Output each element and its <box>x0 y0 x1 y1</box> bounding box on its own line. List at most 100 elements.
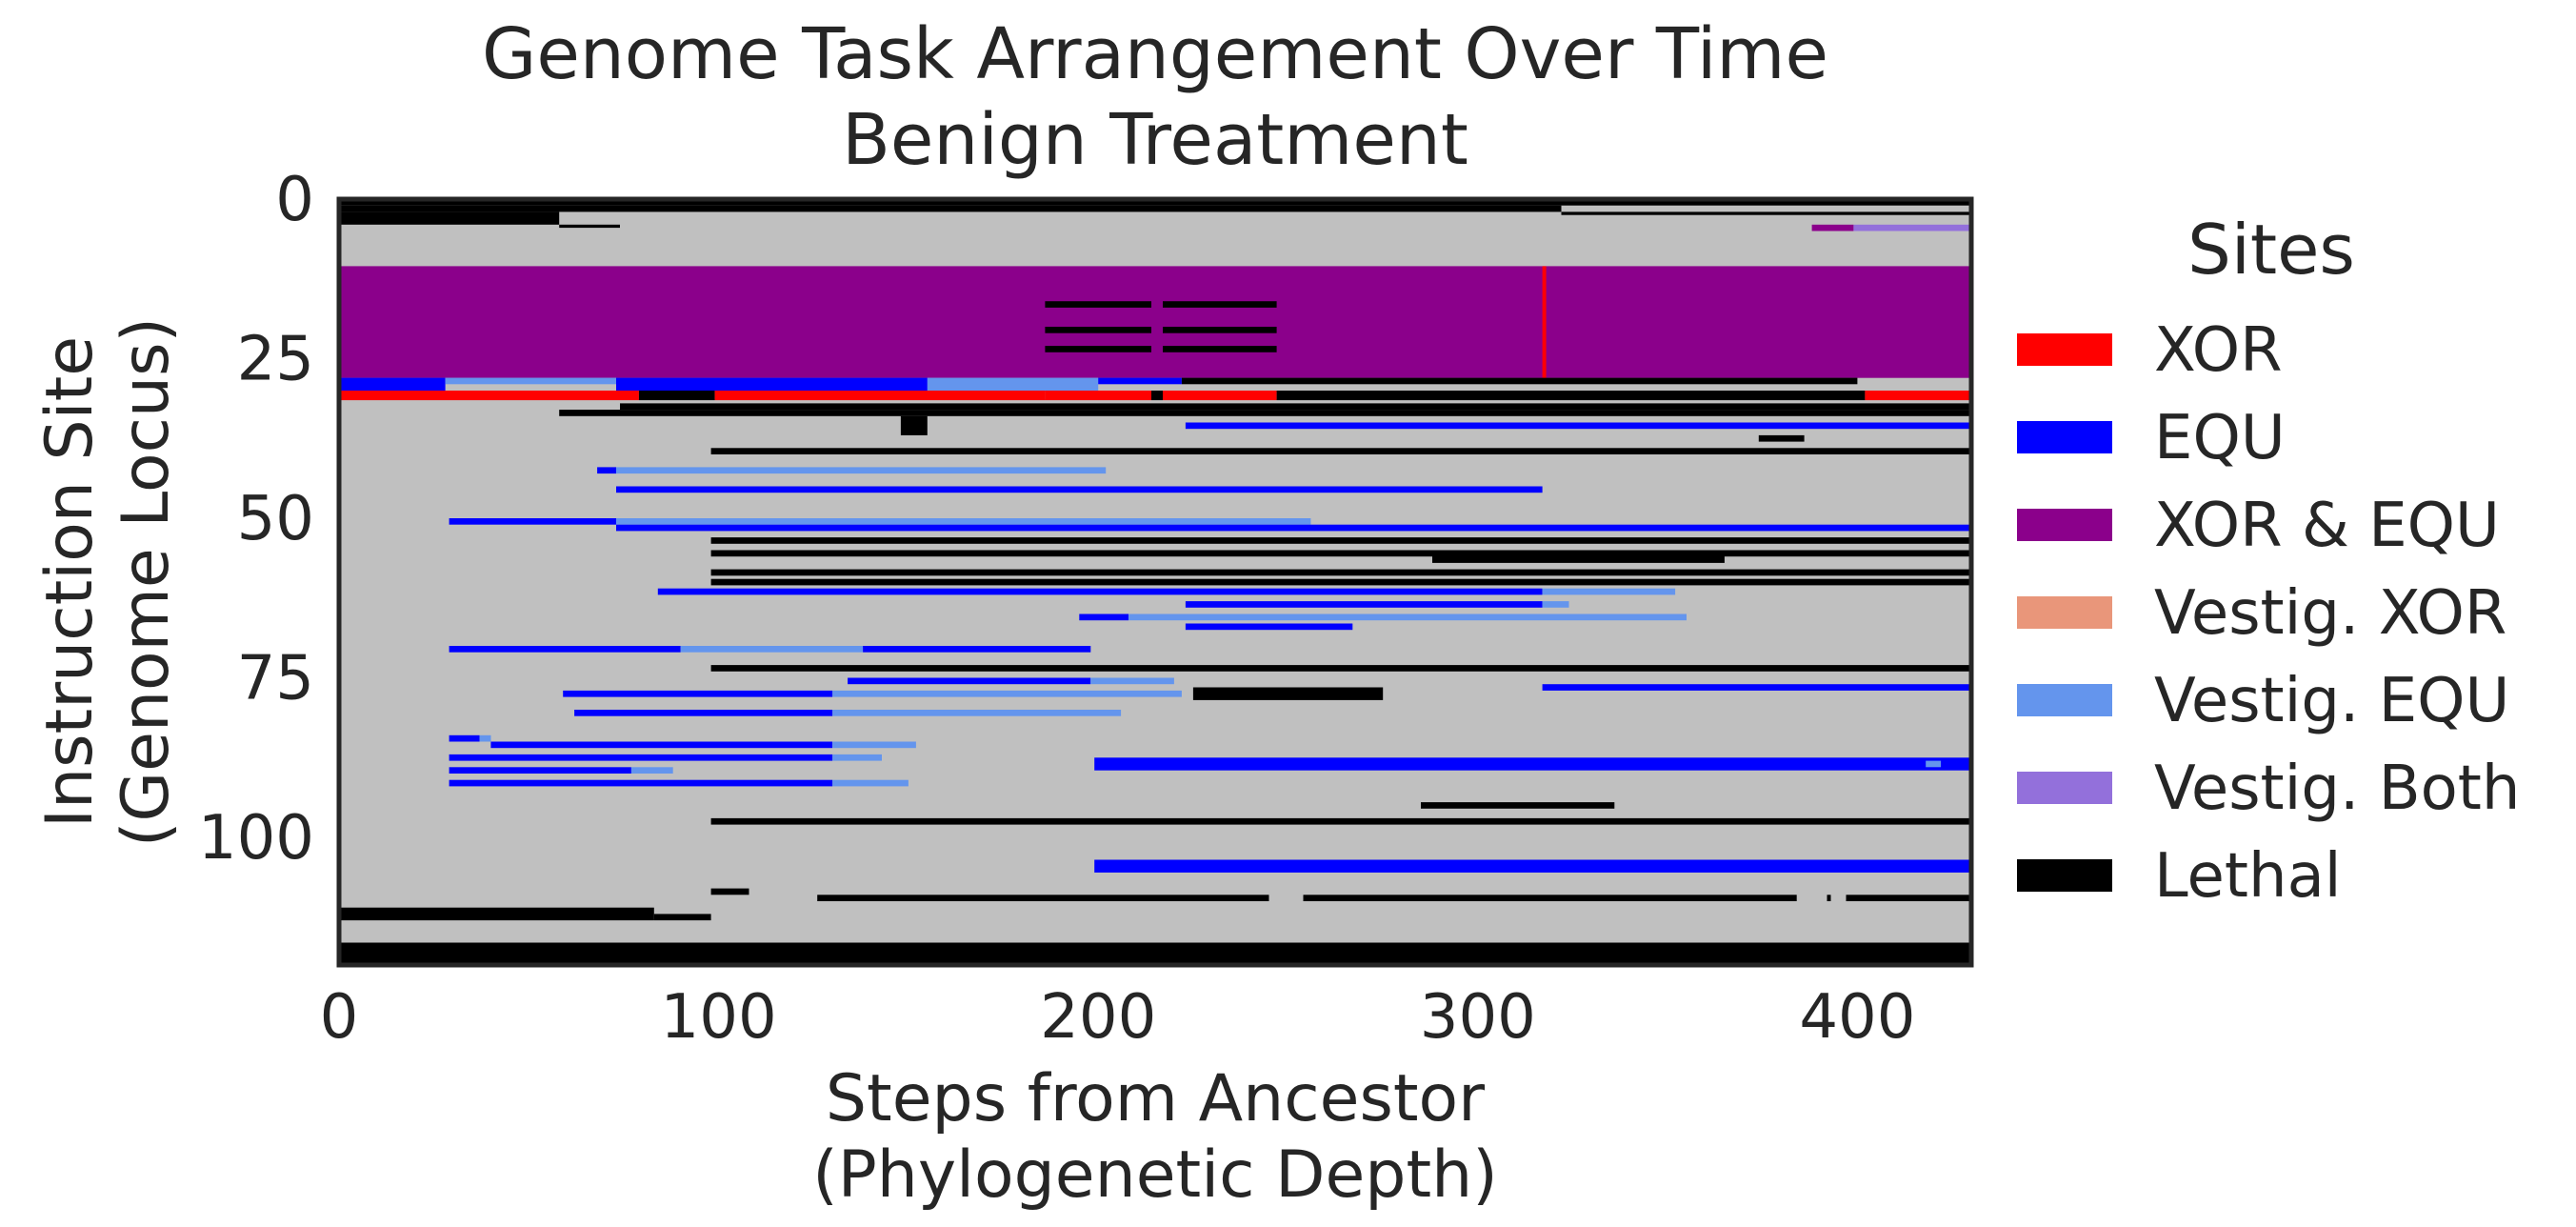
x-tick-label-200: 200 <box>1040 982 1156 1053</box>
segment-equ-53 <box>449 646 681 653</box>
x-tick-label-400: 400 <box>1799 982 1915 1053</box>
chart-title-line2: Benign Treatment <box>842 99 1468 181</box>
x-axis-label-line1: Steps from Ancestor <box>826 1061 1485 1136</box>
legend-swatch-vxor <box>2017 596 2112 629</box>
segment-vequ-64 <box>832 710 1122 716</box>
legend-label-both: XOR & EQU <box>2154 491 2500 561</box>
segment-lethal-10 <box>1045 327 1151 333</box>
segment-lethal-85 <box>339 907 654 921</box>
segment-lethal-82 <box>1303 895 1797 901</box>
segment-lethal-29 <box>620 403 1971 411</box>
segment-xor-28 <box>1865 391 1971 401</box>
legend-swatch-both <box>2017 509 2112 541</box>
segment-lethal-80 <box>710 888 749 895</box>
segment-vequ-74 <box>630 767 673 774</box>
segment-lethal-13 <box>1163 346 1277 352</box>
segment-equ-46 <box>657 588 1543 595</box>
segment-lethal-11 <box>1163 327 1277 333</box>
plot-area <box>336 196 1974 968</box>
segment-lethal-43 <box>1432 550 1725 563</box>
segment-equ-52 <box>1185 623 1353 631</box>
segment-vequ-70 <box>832 754 882 761</box>
segment-equ-71 <box>1094 757 1971 771</box>
segment-lethal-9 <box>1163 301 1277 308</box>
legend-swatch-equ <box>2017 421 2112 453</box>
segment-equ-32 <box>1185 422 1971 430</box>
segment-lethal-42 <box>710 550 1971 557</box>
segment-lethal-8 <box>1045 301 1151 308</box>
segment-vequ-18 <box>927 377 1099 391</box>
segment-lethal-2 <box>339 211 560 225</box>
segment-equ-60 <box>563 690 833 697</box>
y-tick-label-0: 0 <box>275 165 314 235</box>
y-tick-label-100: 100 <box>198 803 314 874</box>
segment-equ-40 <box>616 524 1971 532</box>
segment-lethal-31 <box>900 415 928 435</box>
segment-vequ-58 <box>1090 677 1174 685</box>
chart-title-line1: Genome Task Arrangement Over Time <box>482 13 1828 95</box>
segment-lethal-1 <box>339 205 1562 212</box>
segment-lethal-30 <box>559 410 1972 416</box>
segment-lethal-44 <box>710 569 1971 576</box>
segment-xor-26 <box>1163 391 1277 401</box>
segment-equ-48 <box>1185 601 1543 608</box>
segment-equ-57 <box>848 677 1091 685</box>
segment-equ-19 <box>1098 377 1182 385</box>
segment-xor-14 <box>1542 266 1547 378</box>
segment-lethal-62 <box>1192 687 1384 700</box>
segment-xor-23 <box>714 391 1046 401</box>
segment-vequ-66 <box>479 734 491 742</box>
segment-vequ-68 <box>832 741 916 749</box>
segment-lethal-3 <box>1561 211 1971 215</box>
segment-equ-67 <box>490 741 833 749</box>
segment-lethal-0 <box>339 199 1971 206</box>
segment-equ-37 <box>616 486 1543 493</box>
segment-equ-63 <box>574 710 833 716</box>
legend-items: XOR EQU XOR & EQU Vestig. XOR Vestig. EQU Ves… <box>2017 315 2520 912</box>
x-tick-label-100: 100 <box>661 982 777 1053</box>
x-tick-label-300: 300 <box>1420 982 1536 1053</box>
legend-label-vequ: Vestig. EQU <box>2154 666 2509 736</box>
legend-swatch-lethal <box>2017 859 2112 892</box>
segment-vequ-36 <box>616 467 1107 474</box>
segment-lethal-4 <box>559 224 620 229</box>
legend-label-lethal: Lethal <box>2154 841 2342 912</box>
segment-lethal-12 <box>1045 346 1151 352</box>
segment-vequ-76 <box>832 779 909 787</box>
segment-lethal-81 <box>817 895 1269 901</box>
y-axis-ticks: 0 25 50 75 100 <box>198 165 314 874</box>
legend-label-xor: XOR <box>2154 315 2283 386</box>
legend-label-vxor: Vestig. XOR <box>2154 578 2506 649</box>
segments-layer <box>339 199 1972 965</box>
legend-label-equ: EQU <box>2154 403 2286 473</box>
y-axis-label-line1: Instruction Site <box>32 336 108 828</box>
segment-equ-69 <box>449 754 833 761</box>
segment-equ-17 <box>616 377 928 391</box>
segment-equ-59 <box>1542 684 1971 691</box>
segment-xor-24 <box>1045 391 1151 401</box>
legend: Sites XOR EQU XOR & EQU Vestig. XOR Vestig. … <box>2017 210 2520 912</box>
legend-swatch-vboth <box>2017 772 2112 804</box>
segment-vequ-51 <box>1128 614 1687 621</box>
segment-lethal-84 <box>1846 895 1971 901</box>
segment-lethal-87 <box>339 942 1971 965</box>
segment-lethal-41 <box>710 537 1971 544</box>
segment-lethal-77 <box>1421 802 1615 809</box>
segment-equ-15 <box>339 377 446 391</box>
segment-lethal-33 <box>1758 434 1805 442</box>
y-tick-label-75: 75 <box>237 644 314 714</box>
legend-title: Sites <box>2187 210 2355 290</box>
x-axis-label-line2: (Phylogenetic Depth) <box>812 1137 1498 1213</box>
segment-equ-73 <box>449 767 631 774</box>
segment-equ-75 <box>449 779 833 787</box>
segment-lethal-27 <box>1276 391 1866 401</box>
x-tick-label-0: 0 <box>320 982 359 1053</box>
legend-swatch-xor <box>2017 333 2112 366</box>
y-tick-label-25: 25 <box>237 325 314 395</box>
segment-equ-50 <box>1079 614 1129 621</box>
legend-label-vboth: Vestig. Both <box>2154 754 2520 824</box>
segment-equ-55 <box>863 646 1091 653</box>
segment-lethal-78 <box>710 817 1971 825</box>
segment-lethal-86 <box>653 914 711 921</box>
